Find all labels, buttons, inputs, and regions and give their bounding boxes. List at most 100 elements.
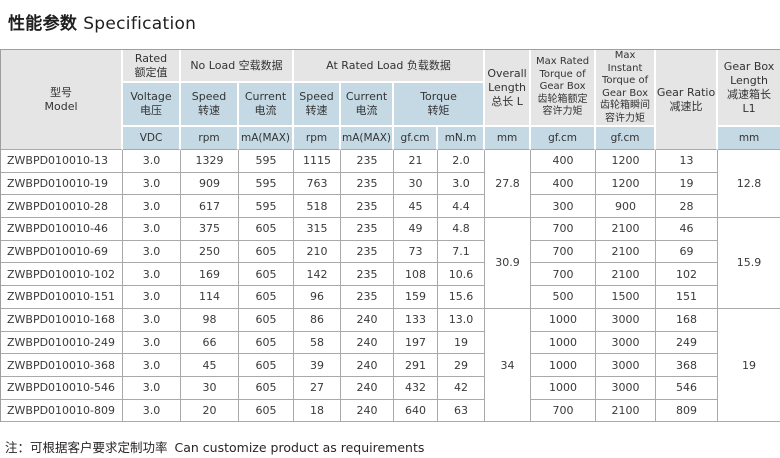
cell-max-rated-torque: 700 bbox=[531, 263, 597, 287]
cell-no-load-current: 605 bbox=[239, 240, 294, 264]
cell-voltage: 3.0 bbox=[123, 286, 181, 309]
spec-table-head: 型号 Model Rated 额定值 No Load 空载数据 At Rated… bbox=[1, 50, 780, 150]
cell-load-current: 235 bbox=[341, 263, 394, 287]
cell-no-load-speed: 617 bbox=[181, 195, 239, 219]
cell-load-speed: 27 bbox=[294, 376, 341, 400]
cell-max-instant-torque: 3000 bbox=[596, 354, 657, 377]
cell-torque-gfcm: 133 bbox=[394, 308, 438, 332]
cell-no-load-speed: 30 bbox=[181, 376, 239, 400]
cell-overall-length: 27.8 bbox=[485, 150, 532, 219]
cell-load-current: 235 bbox=[341, 195, 394, 219]
unit-torque-gfcm: gf.cm bbox=[394, 127, 438, 150]
cell-load-current: 240 bbox=[341, 354, 394, 377]
cell-model: ZWBPD010010-809 bbox=[1, 399, 123, 423]
cell-no-load-current: 605 bbox=[239, 308, 294, 332]
cell-torque-mnm: 7.1 bbox=[438, 240, 486, 264]
cell-max-rated-torque: 700 bbox=[531, 399, 597, 423]
unit-torque-mnm: mN.m bbox=[438, 127, 486, 150]
cell-gear-ratio: 13 bbox=[656, 150, 719, 173]
cell-voltage: 3.0 bbox=[123, 240, 181, 264]
cell-gear-ratio: 19 bbox=[656, 172, 719, 196]
cell-max-rated-torque: 1000 bbox=[531, 376, 597, 400]
cell-model: ZWBPD010010-46 bbox=[1, 218, 123, 241]
cell-no-load-speed: 66 bbox=[181, 331, 239, 355]
cell-voltage: 3.0 bbox=[123, 150, 181, 173]
cell-gear-ratio: 102 bbox=[656, 263, 719, 287]
unit-overall-length: mm bbox=[485, 127, 532, 150]
header-row-fields: Voltage 电压 Speed 转速 Current 电流 Speed 转速 … bbox=[1, 83, 780, 127]
header-torque: Torque 转矩 bbox=[394, 83, 486, 127]
cell-no-load-current: 605 bbox=[239, 218, 294, 241]
unit-max-instant-torque: gf.cm bbox=[596, 127, 657, 150]
cell-torque-gfcm: 49 bbox=[394, 218, 438, 241]
table-row: ZWBPD010010-546 3.0 30 605 27 240 432 42 1000 300… bbox=[1, 376, 780, 400]
cell-torque-mnm: 10.6 bbox=[438, 263, 486, 287]
header-at-rated-load: At Rated Load 负载数据 bbox=[294, 50, 486, 83]
cell-torque-mnm: 4.8 bbox=[438, 218, 486, 241]
cell-max-instant-torque: 2100 bbox=[596, 399, 657, 423]
cell-no-load-speed: 169 bbox=[181, 263, 239, 287]
cell-load-speed: 96 bbox=[294, 286, 341, 309]
cell-no-load-speed: 909 bbox=[181, 172, 239, 196]
cell-no-load-current: 605 bbox=[239, 331, 294, 355]
cell-torque-gfcm: 291 bbox=[394, 354, 438, 377]
cell-no-load-speed: 250 bbox=[181, 240, 239, 264]
cell-max-instant-torque: 1500 bbox=[596, 286, 657, 309]
cell-torque-mnm: 63 bbox=[438, 399, 486, 423]
cell-torque-gfcm: 159 bbox=[394, 286, 438, 309]
cell-voltage: 3.0 bbox=[123, 308, 181, 332]
cell-gear-ratio: 151 bbox=[656, 286, 719, 309]
cell-no-load-current: 605 bbox=[239, 376, 294, 400]
cell-gear-ratio: 168 bbox=[656, 308, 719, 332]
cell-max-instant-torque: 2100 bbox=[596, 263, 657, 287]
cell-torque-mnm: 19 bbox=[438, 331, 486, 355]
header-gear-box-length: Gear Box Length 减速箱长 L1 bbox=[718, 50, 780, 127]
cell-no-load-current: 605 bbox=[239, 286, 294, 309]
cell-load-current: 240 bbox=[341, 308, 394, 332]
cell-max-instant-torque: 1200 bbox=[596, 172, 657, 196]
footnote-en: Can customize product as requirements bbox=[174, 440, 425, 456]
header-overall-length: Overall Length 总长 L bbox=[485, 50, 532, 127]
cell-model: ZWBPD010010-249 bbox=[1, 331, 123, 355]
cell-load-current: 235 bbox=[341, 172, 394, 196]
cell-max-rated-torque: 1000 bbox=[531, 354, 597, 377]
header-voltage: Voltage 电压 bbox=[123, 83, 181, 127]
cell-max-rated-torque: 700 bbox=[531, 218, 597, 241]
header-no-load: No Load 空载数据 bbox=[181, 50, 294, 83]
cell-torque-gfcm: 640 bbox=[394, 399, 438, 423]
cell-model: ZWBPD010010-69 bbox=[1, 240, 123, 264]
cell-gear-ratio: 368 bbox=[656, 354, 719, 377]
header-no-load-speed: Speed 转速 bbox=[181, 83, 239, 127]
cell-max-rated-torque: 500 bbox=[531, 286, 597, 309]
cell-no-load-speed: 375 bbox=[181, 218, 239, 241]
cell-no-load-current: 595 bbox=[239, 150, 294, 173]
cell-no-load-current: 595 bbox=[239, 172, 294, 196]
cell-load-speed: 39 bbox=[294, 354, 341, 377]
cell-no-load-speed: 45 bbox=[181, 354, 239, 377]
cell-model: ZWBPD010010-102 bbox=[1, 263, 123, 287]
cell-model: ZWBPD010010-546 bbox=[1, 376, 123, 400]
cell-torque-mnm: 2.0 bbox=[438, 150, 486, 173]
cell-no-load-speed: 1329 bbox=[181, 150, 239, 173]
page-title: 性能参数 Specification bbox=[8, 9, 780, 34]
cell-voltage: 3.0 bbox=[123, 354, 181, 377]
cell-load-speed: 142 bbox=[294, 263, 341, 287]
table-row: ZWBPD010010-168 3.0 98 605 86 240 133 13.0 34 100… bbox=[1, 308, 780, 423]
table-row: ZWBPD010010-368 3.0 45 605 39 240 291 29 1000 300… bbox=[1, 354, 780, 377]
footnote-zh: 注：可根据客户要求定制功率 bbox=[5, 440, 168, 456]
cell-model: ZWBPD010010-19 bbox=[1, 172, 123, 196]
cell-overall-length: 30.9 bbox=[485, 218, 532, 309]
cell-no-load-current: 605 bbox=[239, 354, 294, 377]
header-load-speed: Speed 转速 bbox=[294, 83, 341, 127]
cell-model: ZWBPD010010-28 bbox=[1, 195, 123, 219]
cell-load-current: 240 bbox=[341, 376, 394, 400]
footnote: 注：可根据客户要求定制功率 Can customize product as re… bbox=[5, 437, 780, 456]
cell-torque-mnm: 4.4 bbox=[438, 195, 486, 219]
cell-load-speed: 1115 bbox=[294, 150, 341, 173]
header-gear-ratio: Gear Ratio 减速比 bbox=[656, 50, 719, 150]
cell-torque-mnm: 13.0 bbox=[438, 308, 486, 332]
cell-torque-gfcm: 197 bbox=[394, 331, 438, 355]
cell-overall-length: 34 bbox=[485, 308, 532, 423]
cell-load-current: 235 bbox=[341, 286, 394, 309]
cell-torque-mnm: 29 bbox=[438, 354, 486, 377]
